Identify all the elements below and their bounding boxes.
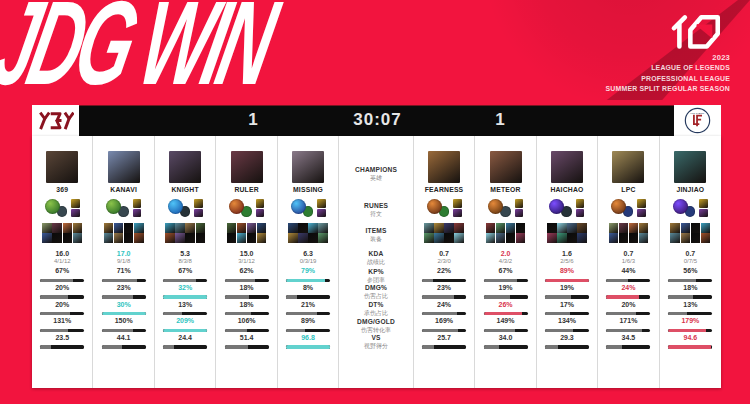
svg-text:LGD GAMING: LGD GAMING	[691, 112, 705, 114]
